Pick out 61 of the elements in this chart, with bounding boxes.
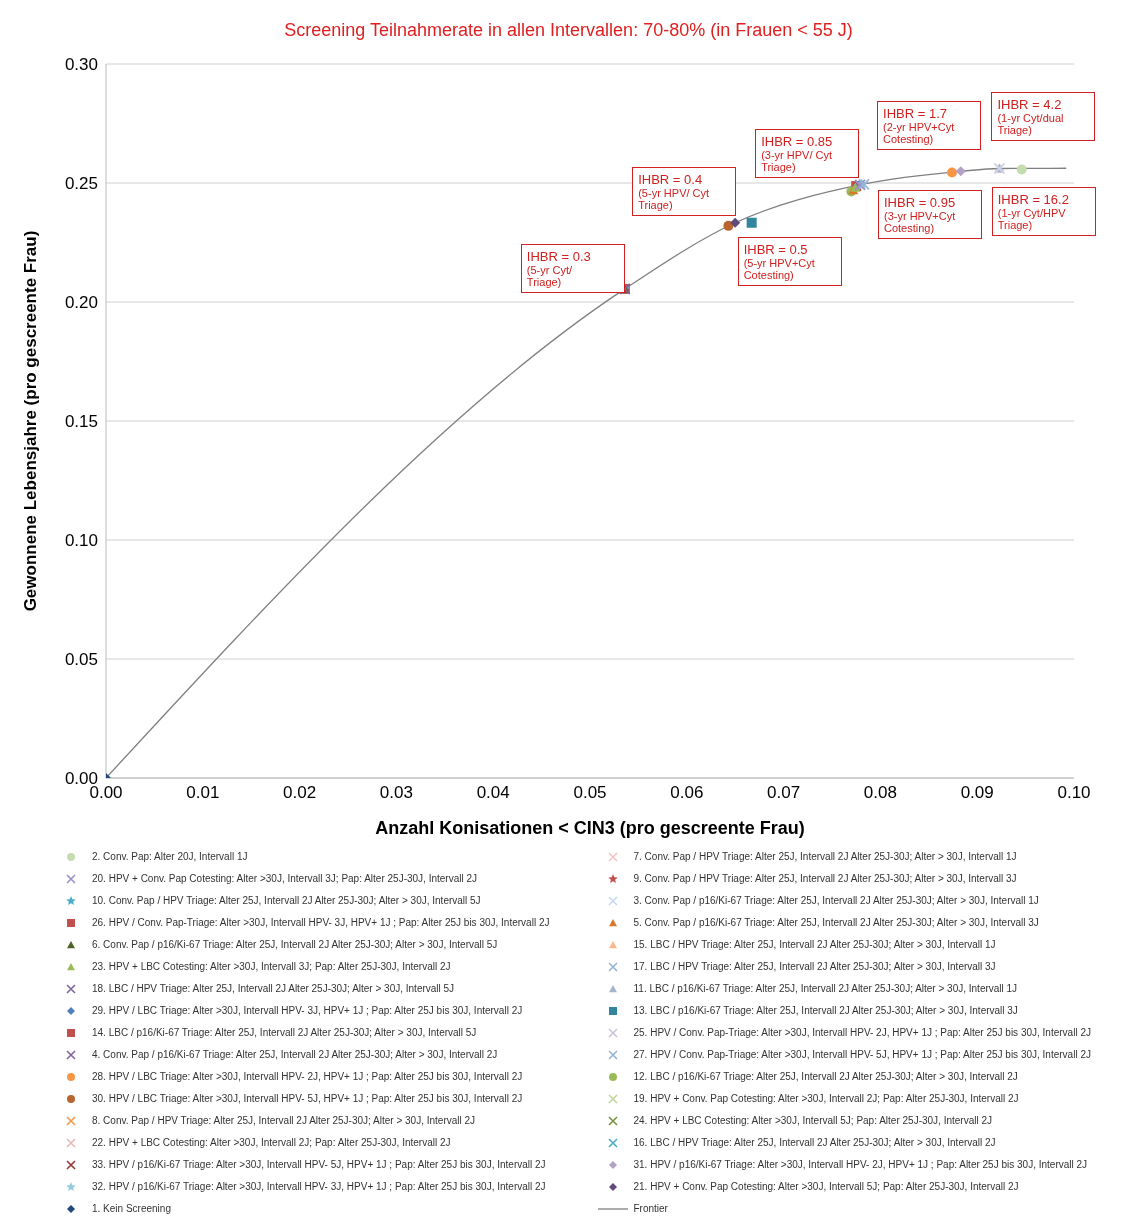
legend-label: 8. Conv. Pap / HPV Triage: Alter 25J, Intervall 2J Alter 25J-30J; Alter > 30J, Intervall 2J [92,1115,476,1126]
annotation: IHBR = 0.85 (3-yr HPV/ Cyt Triage) [761,133,834,173]
legend-label: 7. Conv. Pap / HPV Triage: Alter 25J, Intervall 2J Alter 25J-30J; Alter > 30J, Intervall 1J [633,851,1017,862]
x-tick-label: 0.01 [186,783,220,803]
y-tick-label: 0.15 [64,412,98,432]
x-tick-label: 0.08 [863,783,897,803]
legend-label: 16. LBC / HPV Triage: Alter 25J, Intervall 2J Alter 25J-30J; Alter > 30J, Intervall 2J [633,1137,996,1148]
legend-label: 33. HPV / p16/Ki-67 Triage: Alter >30J, Intervall HPV- 5J, HPV+ 1J ; Pap: Alter 25J bis 30J, Intervall 2J [92,1159,546,1170]
legend-label: 18. LBC / HPV Triage: Alter 25J, Intervall 2J Alter 25J-30J; Alter > 30J, Intervall 5J [92,983,455,994]
annotation: IHBR = 0.3 (5-yr Cyt/ Triage) [526,248,592,288]
y-tick-label: 0.20 [64,293,98,313]
legend-label: 5. Conv. Pap / p16/Ki-67 Triage: Alter 25J, Intervall 2J Alter 25J-30J; Alter > 30J, Intervall 3J [633,917,1039,928]
legend-label: 32. HPV / p16/Ki-67 Triage: Alter >30J, Intervall HPV- 3J, HPV+ 1J ; Pap: Alter 25J bis 30J, Intervall 2J [92,1181,546,1192]
legend-label: 20. HPV + Conv. Pap Cotesting: Alter >30J, Intervall 3J; Pap: Alter 25J-30J, Intervall 2J [92,873,478,884]
annotation: IHBR = 1.7 (2-yr HPV+Cyt Cotesting) [883,105,956,145]
x-tick-label: 0.07 [767,783,801,803]
y-tick-label: 0.30 [64,55,98,75]
legend-label: 19. HPV + Conv. Pap Cotesting: Alter >30J, Intervall 2J; Pap: Alter 25J-30J, Intervall 2J [633,1093,1019,1104]
annotation: IHBR = 0.4 (5-yr HPV/ Cyt Triage) [638,171,711,211]
legend-label: 14. LBC / p16/Ki-67 Triage: Alter 25J, Intervall 2J Alter 25J-30J; Alter > 30J, Intervall 5J [92,1027,477,1038]
legend-label: 1. Kein Screening [92,1203,171,1214]
legend-label: 27. HPV / Conv. Pap-Triage: Alter >30J, Intervall HPV- 5J, HPV+ 1J ; Pap: Alter 25J bis 30J, Intervall 2J [633,1049,1091,1060]
legend-label: 26. HPV / Conv. Pap-Triage: Alter >30J, Intervall HPV- 3J, HPV+ 1J ; Pap: Alter 25J bis 30J, Intervall 2J [92,917,550,928]
legend-label: 22. HPV + LBC Cotesting: Alter >30J, Intervall 2J; Pap: Alter 25J-30J, Intervall 2J [92,1137,451,1148]
legend-label: 23. HPV + LBC Cotesting: Alter >30J, Intervall 3J; Pap: Alter 25J-30J, Intervall 2J [92,961,451,972]
x-tick-label: 0.03 [379,783,413,803]
legend-label: 28. HPV / LBC Triage: Alter >30J, Intervall HPV- 2J, HPV+ 1J ; Pap: Alter 25J bis 30J, Intervall 2J [92,1071,523,1082]
legend-label: 3. Conv. Pap / p16/Ki-67 Triage: Alter 25J, Intervall 2J Alter 25J-30J; Alter > 30J, Intervall 1J [633,895,1039,906]
x-axis-title: Anzahl Konisationen < CIN3 (pro gescreente Frau) [375,818,805,838]
legend-label: 24. HPV + LBC Cotesting: Alter >30J, Intervall 5J; Pap: Alter 25J-30J, Intervall 2J [633,1115,993,1126]
legend-label: 4. Conv. Pap / p16/Ki-67 Triage: Alter 25J, Intervall 2J Alter 25J-30J; Alter > 30J, Intervall 2J [92,1049,498,1060]
x-tick-label: 0.09 [960,783,994,803]
legend-label: 30. HPV / LBC Triage: Alter >30J, Intervall HPV- 5J, HPV+ 1J ; Pap: Alter 25J bis 30J, Intervall 2J [92,1093,523,1104]
legend-label: 29. HPV / LBC Triage: Alter >30J, Intervall HPV- 3J, HPV+ 1J ; Pap: Alter 25J bis 30J, Intervall 2J [92,1005,523,1016]
legend-label: 13. LBC / p16/Ki-67 Triage: Alter 25J, Intervall 2J Alter 25J-30J; Alter > 30J, Intervall 3J [633,1005,1018,1016]
x-tick-label: 0.10 [1057,783,1091,803]
y-tick-label: 0.10 [64,531,98,551]
x-tick-label: 0.06 [670,783,704,803]
annotation: IHBR = 0.95 (3-yr HPV+Cyt Cotesting) [884,195,957,235]
legend-label: 6. Conv. Pap / p16/Ki-67 Triage: Alter 25J, Intervall 2J Alter 25J-30J; Alter > 30J, Intervall 5J [92,939,498,950]
legend-label: Frontier [633,1203,668,1214]
legend-label: 25. HPV / Conv. Pap-Triage: Alter >30J, Intervall HPV- 2J, HPV+ 1J ; Pap: Alter 25J bis 30J, Intervall 2J [633,1027,1091,1038]
annotation: IHBR = 0.5 (5-yr HPV+Cyt Cotesting) [743,241,816,281]
annotation: IHBR = 4.2 (1-yr Cyt/dual Triage) [997,97,1065,137]
legend-label: 31. HPV / p16/Ki-67 Triage: Alter >30J, Intervall HPV- 2J, HPV+ 1J ; Pap: Alter 25J bis 30J, Intervall 2J [633,1159,1088,1170]
y-axis-title: Gewonnene Lebensjahre (pro gescreente Frau) [21,230,41,612]
x-tick-label: 0.02 [283,783,317,803]
legend-label: 21. HPV + Conv. Pap Cotesting: Alter >30J, Intervall 5J; Pap: Alter 25J-30J, Intervall 2J [633,1181,1019,1192]
legend-label: 11. LBC / p16/Ki-67 Triage: Alter 25J, Intervall 2J Alter 25J-30J; Alter > 30J, Intervall 1J [633,983,1018,994]
legend-label: 15. LBC / HPV Triage: Alter 25J, Intervall 2J Alter 25J-30J; Alter > 30J, Intervall 1J [633,939,996,950]
x-tick-label: 0.05 [573,783,607,803]
legend-label: 17. LBC / HPV Triage: Alter 25J, Intervall 2J Alter 25J-30J; Alter > 30J, Intervall 3J [633,961,996,972]
legend-label: 12. LBC / p16/Ki-67 Triage: Alter 25J, Intervall 2J Alter 25J-30J; Alter > 30J, Intervall 2J [633,1071,1018,1082]
chart-title: Screening Teilnahmerate in allen Intervallen: 70-80% (in Frauen < 55 J) [283,20,854,41]
legend-label: 10. Conv. Pap / HPV Triage: Alter 25J, Intervall 2J Alter 25J-30J; Alter > 30J, Intervall 5J [92,895,481,906]
legend-label: 2. Conv. Pap: Alter 20J, Intervall 1J [92,851,248,862]
legend-label: 9. Conv. Pap / HPV Triage: Alter 25J, Intervall 2J Alter 25J-30J; Alter > 30J, Intervall 3J [633,873,1017,884]
annotation: IHBR = 16.2 (1-yr Cyt/HPV Triage) [997,192,1070,232]
y-tick-label: 0.05 [64,650,98,670]
y-tick-label: 0.25 [64,174,98,194]
x-tick-label: 0.04 [476,783,510,803]
